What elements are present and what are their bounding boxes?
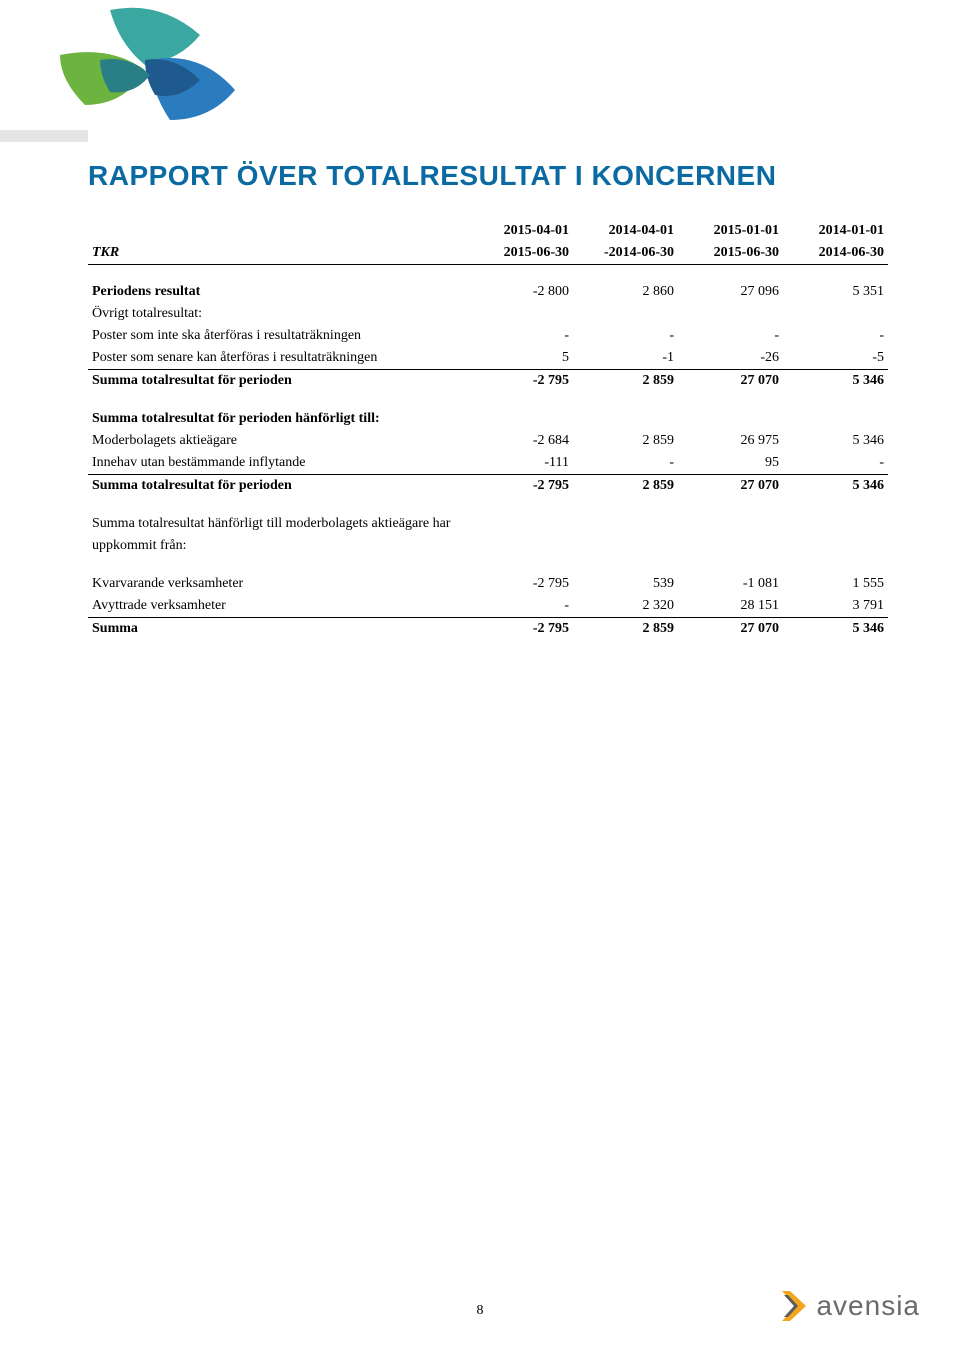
row-label: Summa (88, 617, 468, 640)
col-head: 2014-06-30 (783, 242, 888, 265)
row-val: 5 351 (783, 281, 888, 303)
row-val (783, 303, 888, 325)
row-val: 27 070 (678, 474, 783, 497)
row-val: 2 320 (573, 595, 678, 618)
page-title: RAPPORT ÖVER TOTALRESULTAT I KONCERNEN (88, 160, 776, 192)
col-head: 2015-06-30 (678, 242, 783, 265)
col-head: 2014-01-01 (783, 220, 888, 242)
table-row: Moderbolagets aktieägare -2 684 2 859 26… (88, 430, 888, 452)
row-val: -2 795 (468, 617, 573, 640)
avensia-mark-top (0, 0, 260, 130)
row-val (573, 303, 678, 325)
row-val: - (468, 325, 573, 347)
row-val: -26 (678, 347, 783, 370)
chevron-icon (780, 1289, 810, 1323)
row-val: -1 (573, 347, 678, 370)
row-label: Periodens resultat (88, 281, 468, 303)
financial-table: 2015-04-01 2014-04-01 2015-01-01 2014-01… (88, 220, 888, 640)
row-val: 27 070 (678, 369, 783, 392)
row-val: - (468, 595, 573, 618)
table-row: uppkommit från: (88, 535, 888, 557)
row-label: Avyttrade verksamheter (88, 595, 468, 618)
row-val: 539 (573, 573, 678, 595)
table-row: Innehav utan bestämmande inflytande -111… (88, 452, 888, 475)
table-row: Summa totalresultat för perioden -2 795 … (88, 474, 888, 497)
left-accent-bar (0, 130, 88, 142)
row-label: Moderbolagets aktieägare (88, 430, 468, 452)
table-row: Poster som inte ska återföras i resultat… (88, 325, 888, 347)
row-label: Poster som inte ska återföras i resultat… (88, 325, 468, 347)
section-title: Summa totalresultat för perioden hänförl… (88, 408, 888, 430)
row-val: -5 (783, 347, 888, 370)
row-val: 2 859 (573, 430, 678, 452)
row-val: - (678, 325, 783, 347)
row-val: 95 (678, 452, 783, 475)
row-val: 5 346 (783, 369, 888, 392)
section-note: uppkommit från: (88, 535, 888, 557)
row-label: Summa totalresultat för perioden (88, 369, 468, 392)
row-label: Övrigt totalresultat: (88, 303, 468, 325)
row-val: 5 346 (783, 617, 888, 640)
row-label: Innehav utan bestämmande inflytande (88, 452, 468, 475)
table-row: Summa -2 795 2 859 27 070 5 346 (88, 617, 888, 640)
section-note: Summa totalresultat hänförligt till mode… (88, 513, 888, 535)
row-val: 2 859 (573, 617, 678, 640)
col-head: 2015-01-01 (678, 220, 783, 242)
avensia-logo-bottom: avensia (780, 1289, 920, 1323)
row-val: 28 151 (678, 595, 783, 618)
brand-name: avensia (816, 1290, 920, 1322)
table-row: Periodens resultat -2 800 2 860 27 096 5… (88, 281, 888, 303)
col-head: -2014-06-30 (573, 242, 678, 265)
row-val: - (573, 325, 678, 347)
row-label: Poster som senare kan återföras i result… (88, 347, 468, 370)
row-label: Kvarvarande verksamheter (88, 573, 468, 595)
row-val: 1 555 (783, 573, 888, 595)
row-val: - (783, 452, 888, 475)
row-val: -2 795 (468, 573, 573, 595)
table-row: Summa totalresultat för perioden hänförl… (88, 408, 888, 430)
table-row: Kvarvarande verksamheter -2 795 539 -1 0… (88, 573, 888, 595)
row-val: 27 070 (678, 617, 783, 640)
table-row: Summa totalresultat hänförligt till mode… (88, 513, 888, 535)
table-row: Summa totalresultat för perioden -2 795 … (88, 369, 888, 392)
row-label: Summa totalresultat för perioden (88, 474, 468, 497)
row-val: - (573, 452, 678, 475)
tkr-label: TKR (88, 242, 468, 265)
row-val: 2 860 (573, 281, 678, 303)
table-row: Poster som senare kan återföras i result… (88, 347, 888, 370)
row-val: 5 (468, 347, 573, 370)
col-head: 2015-06-30 (468, 242, 573, 265)
row-val: - (783, 325, 888, 347)
table-row: Övrigt totalresultat: (88, 303, 888, 325)
row-val: -111 (468, 452, 573, 475)
row-val: 5 346 (783, 474, 888, 497)
row-val: 27 096 (678, 281, 783, 303)
col-head: 2014-04-01 (573, 220, 678, 242)
row-val: 26 975 (678, 430, 783, 452)
row-val: -2 795 (468, 369, 573, 392)
row-val: -2 684 (468, 430, 573, 452)
row-val: 2 859 (573, 474, 678, 497)
row-val (468, 303, 573, 325)
row-val: -2 795 (468, 474, 573, 497)
col-head: 2015-04-01 (468, 220, 573, 242)
row-val: 2 859 (573, 369, 678, 392)
row-val: -2 800 (468, 281, 573, 303)
table-row: Avyttrade verksamheter - 2 320 28 151 3 … (88, 595, 888, 618)
row-val (678, 303, 783, 325)
row-val: -1 081 (678, 573, 783, 595)
row-val: 5 346 (783, 430, 888, 452)
row-val: 3 791 (783, 595, 888, 618)
